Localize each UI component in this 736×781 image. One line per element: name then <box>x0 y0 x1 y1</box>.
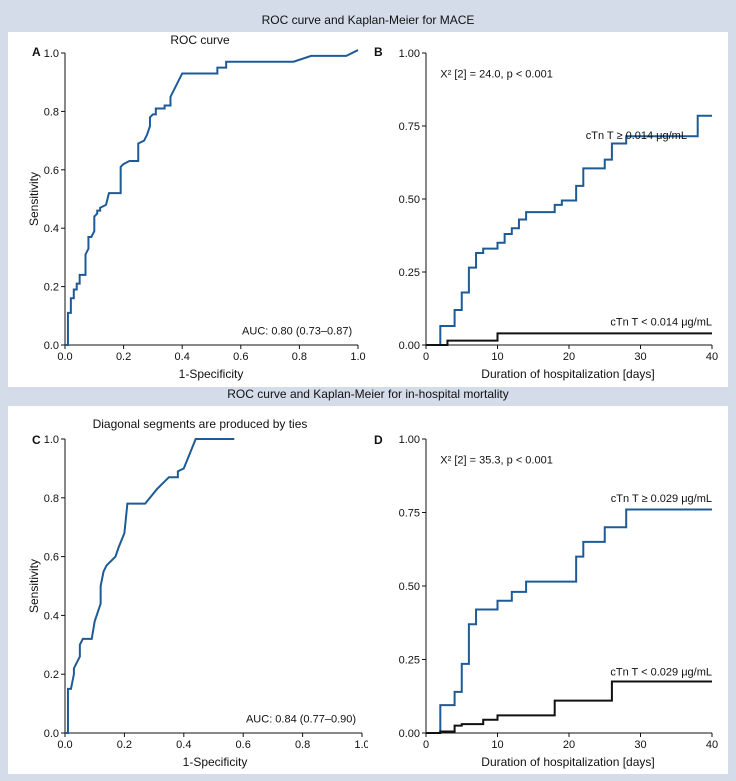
x-tick-label: 0.6 <box>236 739 251 751</box>
y-tick-label: 0.2 <box>44 669 59 681</box>
x-tick-label: 1.0 <box>350 351 365 363</box>
x-tick-label: 10 <box>491 351 503 363</box>
series-line-d-1 <box>426 508 712 734</box>
panel-label-a: A <box>32 45 41 59</box>
y-tick-label: 1.0 <box>44 48 59 60</box>
annotation-c-1: AUC: 0.84 (0.77–0.90) <box>246 713 356 725</box>
annotation-b-1: X² [2] = 24.0, p < 0.001 <box>440 68 553 80</box>
y-tick-label: 0.50 <box>399 194 420 206</box>
y-tick-label: 0.25 <box>399 655 420 667</box>
y-tick-label: 0.75 <box>399 121 420 133</box>
annotation-b-3: cTn T < 0.014 μg/mL <box>610 317 712 329</box>
series-line-c-1 <box>65 438 235 734</box>
x-axis-label-d: Duration of hospitalization [days] <box>481 755 654 769</box>
y-tick-label: 1.00 <box>399 48 420 60</box>
x-axis-label-a: 1-Specificity <box>179 367 244 381</box>
x-tick-label: 1.0 <box>354 739 369 751</box>
x-tick-label: 0.8 <box>295 739 310 751</box>
series-line-b-2 <box>426 332 712 346</box>
x-axis-label-b: Duration of hospitalization [days] <box>481 367 654 381</box>
x-tick-label: 0.0 <box>57 351 72 363</box>
y-tick-label: 0.0 <box>44 340 59 352</box>
y-tick-label: 0.4 <box>44 223 59 235</box>
annotation-b-2: cTn T ≥ 0.014 μg/mL <box>586 130 687 142</box>
x-tick-label: 10 <box>491 739 503 751</box>
annotation-d-1: X² [2] = 35.3, p < 0.001 <box>440 455 553 467</box>
panel-b-background <box>368 32 728 387</box>
x-tick-label: 0 <box>423 739 429 751</box>
y-tick-label: 1.0 <box>44 434 59 446</box>
x-tick-label: 0.8 <box>292 351 307 363</box>
y-tick-label: 0.6 <box>44 552 59 564</box>
y-axis-label-c: Sensitivity <box>27 559 41 613</box>
panel-label-d: D <box>374 433 383 447</box>
x-tick-label: 40 <box>706 351 718 363</box>
x-tick-label: 0.4 <box>176 739 191 751</box>
panel-d: D Duration of hospitalization [days] 0.0… <box>368 406 728 774</box>
x-tick-label: 30 <box>634 739 646 751</box>
panel-b: B Duration of hospitalization [days] 0.0… <box>368 32 728 387</box>
series-line-a-1 <box>65 49 359 346</box>
x-tick-label: 40 <box>706 739 718 751</box>
x-tick-label: 0.6 <box>233 351 248 363</box>
y-tick-label: 0.8 <box>44 106 59 118</box>
y-tick-label: 0.2 <box>44 282 59 294</box>
panel-c: C Diagonal segments are produced by ties… <box>8 406 370 774</box>
chart-title-a: ROC curve <box>170 33 230 47</box>
panel-label-b: B <box>374 45 383 59</box>
panel-a: A ROC curve 1-Specificity Sensitivity 0.… <box>8 32 368 387</box>
series-line-d-2 <box>426 680 712 734</box>
annotation-d-2: cTn T ≥ 0.029 μg/mL <box>611 493 712 505</box>
y-tick-label: 0.00 <box>399 340 420 352</box>
y-tick-label: 0.75 <box>399 508 420 520</box>
x-tick-label: 0.0 <box>57 739 72 751</box>
x-tick-label: 20 <box>563 739 575 751</box>
x-tick-label: 30 <box>634 351 646 363</box>
series-line-b-1 <box>426 114 712 346</box>
y-axis-label-a: Sensitivity <box>27 172 41 226</box>
chart-title-c: Diagonal segments are produced by ties <box>93 417 308 431</box>
y-tick-label: 0.4 <box>44 610 59 622</box>
x-tick-label: 0.2 <box>116 351 131 363</box>
x-tick-label: 20 <box>563 351 575 363</box>
x-tick-label: 0.4 <box>175 351 190 363</box>
y-tick-label: 0.8 <box>44 493 59 505</box>
y-tick-label: 1.00 <box>399 434 420 446</box>
section-title-mace: ROC curve and Kaplan-Meier for MACE <box>262 13 475 27</box>
panel-d-background <box>368 406 728 774</box>
y-tick-label: 0.6 <box>44 165 59 177</box>
panel-label-c: C <box>32 433 41 447</box>
y-tick-label: 0.00 <box>399 728 420 740</box>
y-tick-label: 0.0 <box>44 728 59 740</box>
x-tick-label: 0 <box>423 351 429 363</box>
section-title-mortality: ROC curve and Kaplan-Meier for in-hospit… <box>227 387 508 401</box>
annotation-a-1: AUC: 0.80 (0.73–0.87) <box>242 325 352 337</box>
y-tick-label: 0.25 <box>399 267 420 279</box>
y-tick-label: 0.50 <box>399 581 420 593</box>
annotation-d-3: cTn T < 0.029 μg/mL <box>610 666 712 678</box>
x-tick-label: 0.2 <box>117 739 132 751</box>
x-axis-label-c: 1-Specificity <box>183 755 248 769</box>
